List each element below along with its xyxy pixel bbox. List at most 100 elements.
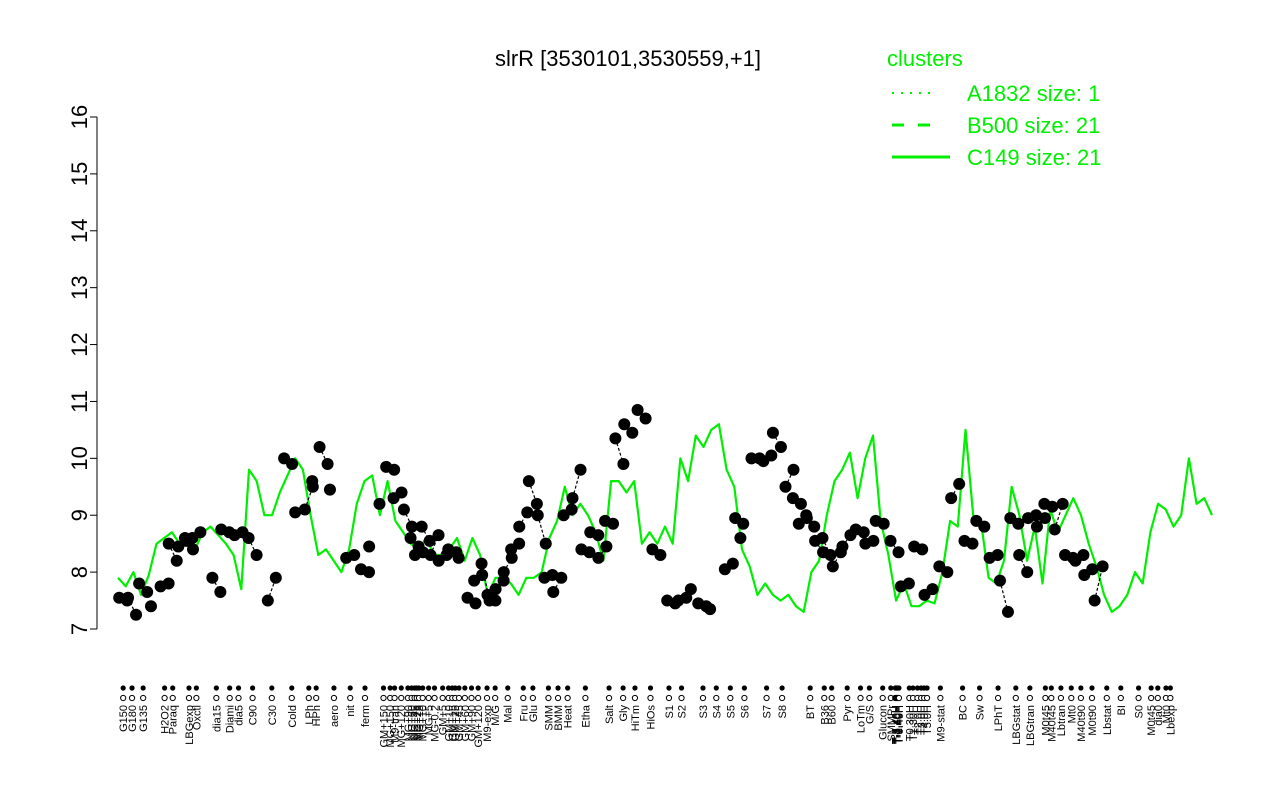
x-tick-label: B36 xyxy=(819,705,831,725)
data-point xyxy=(609,432,622,445)
x-tick-dot xyxy=(269,685,275,691)
x-tick-label: M0t45 xyxy=(1040,705,1052,736)
x-tick-ring xyxy=(1148,694,1155,702)
x-tick-ring xyxy=(330,694,338,702)
x-tick-label: MG+45 xyxy=(410,705,422,741)
x-tick-dot xyxy=(405,685,411,691)
data-point xyxy=(607,517,620,530)
x-tick-label: dia15 xyxy=(211,705,223,732)
x-tick-label: Paraq xyxy=(168,705,180,734)
x-tick-dot xyxy=(347,685,353,691)
data-point xyxy=(631,403,644,416)
x-tick-ring xyxy=(529,694,536,702)
data-point xyxy=(794,497,807,510)
x-tick-label: GM+25 xyxy=(450,705,462,741)
data-point xyxy=(574,463,587,476)
data-point xyxy=(313,440,326,453)
x-tick-label: MG+25 xyxy=(412,705,424,741)
data-point xyxy=(321,458,334,471)
data-point xyxy=(242,531,255,544)
x-tick-label: T0.30H xyxy=(904,705,916,741)
data-point xyxy=(765,449,778,462)
x-tick-dot xyxy=(213,685,219,691)
x-tick-label: Lbexp xyxy=(1165,705,1177,735)
x-tick-label: Mt0 xyxy=(1161,705,1173,723)
x-tick-ring xyxy=(120,694,127,702)
x-tick-ring xyxy=(1048,694,1055,702)
x-tick-dot xyxy=(289,685,295,691)
x-tick-label: M9-tran xyxy=(390,705,402,743)
x-tick-label: B60 xyxy=(827,705,839,725)
x-tick-label: LPh xyxy=(304,705,316,725)
x-tick-dot xyxy=(416,685,422,691)
x-tick-dot xyxy=(844,685,850,691)
x-tick-label: MG+150 xyxy=(385,705,397,748)
data-point xyxy=(513,537,526,550)
x-tick-ring xyxy=(161,694,168,702)
x-tick-label: dia5 xyxy=(234,705,246,726)
x-tick-label: Lbstat xyxy=(1102,705,1114,735)
data-point xyxy=(857,526,870,539)
x-tick-dot xyxy=(484,685,490,691)
x-tick-dot xyxy=(741,685,747,691)
data-point xyxy=(186,543,199,556)
x-tick-label: GM+45 xyxy=(454,705,466,741)
x-tick-label: MG+10 xyxy=(418,705,430,741)
data-point xyxy=(194,526,207,539)
x-tick-dot xyxy=(763,685,770,691)
x-tick-ring xyxy=(398,694,405,702)
x-tick-dot xyxy=(565,685,571,691)
x-tick-label: T4.0H xyxy=(919,705,931,735)
x-tick-ring xyxy=(455,694,463,702)
x-tick-dot xyxy=(170,685,176,691)
x-tick-dot xyxy=(456,685,462,691)
x-tick-dot xyxy=(313,685,319,691)
x-tick-dot xyxy=(713,685,719,691)
y-tick-label: 12 xyxy=(67,332,92,356)
x-tick-ring xyxy=(235,694,242,702)
data-point xyxy=(808,520,821,533)
x-tick-dot xyxy=(505,685,511,691)
data-point xyxy=(162,537,175,550)
x-tick-dot xyxy=(1167,685,1173,691)
data-point xyxy=(867,534,880,547)
data-point xyxy=(1038,512,1051,525)
x-tick-dot xyxy=(227,685,233,691)
x-tick-dot xyxy=(620,685,626,691)
x-tick-label: C90 xyxy=(248,705,260,725)
x-tick-ring xyxy=(468,694,475,702)
data-points xyxy=(113,403,1109,621)
x-tick-ring xyxy=(605,694,613,702)
x-tick-ring xyxy=(305,694,312,702)
x-tick-ring xyxy=(1117,694,1124,702)
x-tick-label: GM+90 xyxy=(467,705,479,741)
data-point xyxy=(654,549,667,562)
data-point xyxy=(978,520,991,533)
data-point xyxy=(824,549,837,562)
data-point xyxy=(639,412,652,425)
data-point xyxy=(521,506,534,519)
data-point xyxy=(404,531,417,544)
y-ticks: 7 8 9 10 11 12 13 14 15 16 xyxy=(67,105,97,635)
x-tick-dot xyxy=(468,685,475,691)
x-tick-ring xyxy=(461,694,468,702)
x-tick-label: BMM xyxy=(553,705,565,731)
x-tick-label: T5.0H xyxy=(922,705,934,735)
legend: clusters A1832 size: 1 B500 size: 21 C14… xyxy=(887,46,1102,170)
x-tick-ring xyxy=(483,694,491,702)
x-tick-label: Cold xyxy=(287,705,299,728)
x-tick-dot xyxy=(937,685,943,691)
data-point xyxy=(144,600,157,613)
x-tick-label: Pyr xyxy=(842,705,854,722)
x-tick-label: LoTm xyxy=(856,705,868,733)
data-point xyxy=(1001,605,1014,618)
x-tick-dot xyxy=(807,685,813,691)
x-tick-ring xyxy=(866,694,873,702)
x-tick-label: T2.0H xyxy=(912,705,924,735)
y-tick-label: 9 xyxy=(67,509,92,521)
data-point xyxy=(800,509,813,522)
data-point xyxy=(566,492,579,505)
x-tick-dot xyxy=(1058,685,1064,691)
x-tick-ring xyxy=(313,694,320,702)
